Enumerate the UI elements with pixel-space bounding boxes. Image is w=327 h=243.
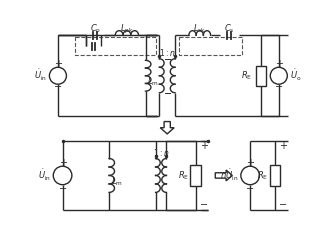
Text: −: −: [275, 82, 283, 92]
Text: $R_{\rm E}$: $R_{\rm E}$: [257, 169, 268, 182]
Text: −: −: [246, 183, 254, 194]
Text: $n\dot{U}_{\rm in}$: $n\dot{U}_{\rm in}$: [220, 168, 238, 183]
Text: $\dot{U}_{\rm in}$: $\dot{U}_{\rm in}$: [34, 68, 47, 83]
Text: $R_{\rm E}$: $R_{\rm E}$: [241, 69, 252, 82]
Text: $C_{\rm s}$: $C_{\rm s}$: [224, 23, 234, 35]
Text: −: −: [199, 200, 208, 210]
Text: +: +: [279, 141, 287, 151]
Text: +: +: [199, 141, 208, 151]
Text: $R_{\rm E}$: $R_{\rm E}$: [178, 169, 189, 182]
Text: $\dot{U}_{\rm in}$: $\dot{U}_{\rm in}$: [38, 168, 51, 183]
Polygon shape: [160, 122, 174, 134]
Bar: [269, 165, 280, 186]
Text: $L_{\rm m}$: $L_{\rm m}$: [147, 76, 159, 88]
Text: −: −: [59, 183, 67, 194]
Text: $\dot{U}_{\rm o}$: $\dot{U}_{\rm o}$: [290, 68, 301, 83]
Bar: [255, 66, 267, 86]
Text: +: +: [275, 59, 283, 69]
Text: −: −: [279, 200, 287, 210]
Text: $L_{\rm m}$: $L_{\rm m}$: [111, 175, 123, 188]
Polygon shape: [215, 170, 232, 181]
Text: +: +: [54, 59, 62, 69]
Text: +: +: [59, 158, 67, 168]
Text: +: +: [246, 158, 254, 168]
Bar: [190, 165, 201, 186]
Text: $C_{\rm p}$: $C_{\rm p}$: [90, 23, 101, 36]
Text: −: −: [54, 82, 62, 92]
Text: $L_{\rm sk}$: $L_{\rm sk}$: [193, 23, 206, 35]
Text: $1{:}n$: $1{:}n$: [153, 147, 169, 158]
Text: $L_{\rm pk}$: $L_{\rm pk}$: [120, 23, 134, 36]
Text: $1{:}n$: $1{:}n$: [159, 47, 176, 58]
